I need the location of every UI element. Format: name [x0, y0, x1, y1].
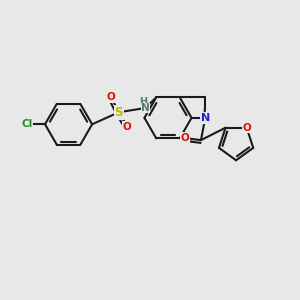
Text: S: S — [115, 106, 123, 119]
Text: O: O — [180, 133, 189, 143]
Text: O: O — [123, 122, 132, 132]
Text: O: O — [242, 123, 251, 133]
Text: O: O — [106, 92, 116, 102]
Text: H: H — [139, 97, 147, 107]
Text: Cl: Cl — [21, 119, 33, 129]
Text: N: N — [141, 103, 150, 113]
Text: N: N — [201, 113, 210, 123]
